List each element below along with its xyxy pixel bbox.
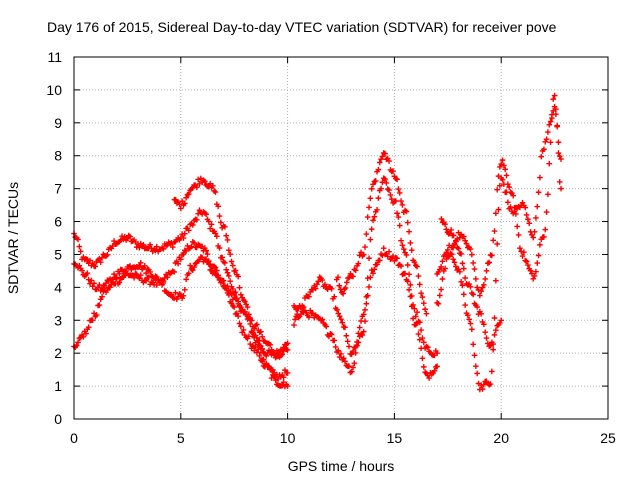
x-axis-label: GPS time / hours <box>288 458 395 474</box>
series-track-j <box>438 216 504 350</box>
grid <box>74 57 608 419</box>
series-markers-track-f <box>291 245 440 381</box>
series-track-d <box>171 175 291 390</box>
series-markers-track-g <box>333 150 430 317</box>
x-tick-labels: 0 5 10 15 20 25 <box>70 430 616 446</box>
y-tick-label: 9 <box>54 115 62 131</box>
y-tick-label: 7 <box>54 181 62 197</box>
y-tick-label: 6 <box>54 214 62 230</box>
y-tick-labels: 0 1 2 3 4 5 6 7 8 9 10 11 <box>46 49 62 427</box>
series-track-e <box>291 175 440 359</box>
series-track-f <box>291 245 440 381</box>
x-tick-label: 25 <box>600 430 616 446</box>
series-markers-track-i <box>434 103 564 393</box>
x-tick-label: 15 <box>387 430 403 446</box>
y-tick-label: 0 <box>54 411 62 427</box>
y-tick-label: 11 <box>47 49 62 65</box>
x-tick-label: 10 <box>280 430 296 446</box>
y-tick-label: 5 <box>54 246 62 262</box>
y-tick-label: 8 <box>54 148 62 164</box>
series-track-h <box>434 92 564 307</box>
y-tick-label: 3 <box>54 312 62 328</box>
y-tick-label: 10 <box>46 82 62 98</box>
y-tick-label: 4 <box>54 279 62 295</box>
y-tick-label: 2 <box>54 345 62 361</box>
plot-frame <box>73 56 609 420</box>
x-tick-label: 0 <box>70 430 78 446</box>
series-markers-track-j <box>438 216 504 350</box>
x-tick-label: 20 <box>493 430 509 446</box>
y-tick-label: 1 <box>54 378 62 394</box>
series-markers-track-h <box>434 92 564 307</box>
y-axis-label: SDTVAR / TECUs <box>5 182 21 294</box>
chart-title: Day 176 of 2015, Sidereal Day-to-day VTE… <box>47 19 557 35</box>
series-track-g <box>333 150 430 317</box>
x-tick-label: 5 <box>177 430 185 446</box>
series-markers-track-e <box>291 175 440 359</box>
series-track-i <box>434 103 564 393</box>
data-series <box>71 92 564 393</box>
series-markers-track-d <box>171 175 291 390</box>
axis-ticks <box>73 56 609 420</box>
